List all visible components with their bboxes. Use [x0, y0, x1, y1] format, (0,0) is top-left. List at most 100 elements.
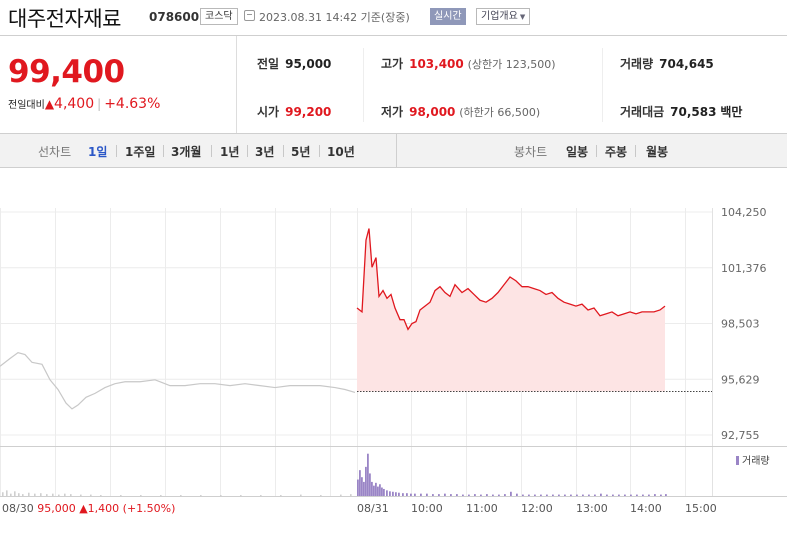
stock-code: 078600 — [149, 10, 200, 24]
volume-bar — [70, 494, 72, 496]
volume-bar — [280, 495, 282, 496]
divider — [602, 48, 603, 122]
prev-day-close: 95,000 — [37, 502, 79, 515]
volume-bar — [414, 493, 416, 496]
stat-value: 95,000 — [285, 57, 332, 71]
candle-chart-button[interactable]: 봉차트 — [514, 145, 548, 159]
chart-plot — [0, 228, 712, 410]
quote-datetime: 2023.08.31 14:42 기준(장중) — [259, 11, 410, 24]
line-chart-button[interactable]: 선차트 — [38, 145, 72, 159]
stat-open: 시가 99,200 — [257, 103, 331, 120]
divider — [635, 145, 636, 157]
prev-day-change-pct: (+1.50%) — [123, 502, 176, 515]
divider — [236, 36, 237, 133]
volume-bar — [444, 493, 446, 496]
volume-bar — [564, 494, 566, 496]
volume-bar — [357, 479, 359, 496]
prev-day-change: 1,400 — [88, 502, 123, 515]
company-overview-button[interactable]: 기업개요 ▼ — [476, 8, 531, 25]
volume-bar — [660, 494, 662, 496]
volume-bar — [528, 494, 530, 496]
period-5y[interactable]: 5년 — [291, 145, 311, 159]
y-tick-label: 101,376 — [721, 262, 767, 275]
stat-label: 거래량 — [620, 57, 654, 71]
divider — [596, 145, 597, 157]
x-tick-label: 11:00 — [466, 502, 498, 515]
stock-header: 대주전자재료 078600 코스닥 2023.08.31 14:42 기준(장중… — [0, 0, 787, 36]
period-1d[interactable]: 1일 — [88, 145, 108, 159]
period-1w[interactable]: 1주일 — [125, 145, 156, 159]
stat-label: 저가 — [381, 105, 404, 119]
y-tick-label: 104,250 — [721, 206, 767, 219]
volume-bar — [22, 494, 24, 496]
volume-bar — [379, 484, 381, 496]
volume-bar — [80, 494, 82, 496]
x-tick-label: 15:00 — [685, 502, 717, 515]
volume-bar — [386, 490, 388, 496]
divider — [211, 145, 212, 157]
up-triangle-icon: ▲ — [79, 502, 88, 515]
volume-bar — [546, 494, 548, 496]
volume-bar — [359, 470, 361, 496]
volume-bar — [10, 493, 12, 496]
volume-bar — [486, 494, 488, 496]
volume-bar — [320, 495, 322, 496]
volume-bar — [240, 495, 242, 496]
volume-bar — [576, 494, 578, 496]
period-10y[interactable]: 10년 — [327, 145, 355, 159]
volume-bar — [456, 494, 458, 496]
stat-value: 99,200 — [285, 105, 332, 119]
y-tick-label: 95,629 — [721, 373, 760, 386]
market-badge: 코스닥 — [200, 8, 238, 25]
stat-label: 고가 — [381, 57, 404, 71]
volume-bar — [2, 492, 4, 496]
chart-labels: 104,250 101,376 98,503 95,629 92,755 거래량 08/31… — [2, 206, 770, 515]
volume-bar — [594, 494, 596, 496]
price-chart[interactable]: 104,250 101,376 98,503 95,629 92,755 거래량 08/31… — [0, 169, 787, 540]
prev-day-line — [0, 351, 356, 410]
stat-value: 704,645 — [659, 57, 714, 71]
period-3m[interactable]: 3개월 — [171, 145, 202, 159]
stat-low: 저가 98,000 (하한가 66,500) — [381, 103, 540, 120]
stat-label: 전일 — [257, 57, 280, 71]
volume-bar — [558, 494, 560, 496]
price-chart-svg: 104,250 101,376 98,503 95,629 92,755 거래량 08/31… — [0, 206, 787, 515]
divider — [283, 145, 284, 157]
volume-bar — [398, 492, 400, 496]
divider — [363, 48, 364, 122]
volume-bar — [220, 495, 222, 496]
x-tick-label: 14:00 — [630, 502, 662, 515]
volume-bar — [389, 491, 391, 496]
period-1y[interactable]: 1년 — [220, 145, 240, 159]
volume-bar — [606, 494, 608, 496]
volume-bar — [600, 493, 602, 496]
stat-volume: 거래량 704,645 — [620, 55, 714, 72]
stat-value: 98,000 — [409, 105, 456, 119]
volume-bar — [654, 494, 656, 496]
volume-bar — [450, 494, 452, 496]
volume-bar — [612, 494, 614, 496]
stat-label: 거래대금 — [620, 105, 665, 119]
candle-daily[interactable]: 일봉 — [566, 145, 589, 159]
volume-bar — [180, 495, 182, 496]
stat-value: 103,400 — [409, 57, 464, 71]
up-triangle-icon: ▲ — [44, 97, 55, 111]
candle-weekly[interactable]: 주봉 — [605, 145, 628, 159]
period-3y[interactable]: 3년 — [255, 145, 275, 159]
volume-bar — [361, 477, 363, 496]
stock-name: 대주전자재료 — [8, 7, 121, 31]
volume-bar — [34, 493, 36, 496]
volume-bar — [367, 453, 369, 496]
volume-bar — [534, 494, 536, 496]
candle-monthly[interactable]: 월봉 — [646, 145, 669, 159]
realtime-button[interactable]: 실시간 — [430, 8, 466, 25]
volume-bar — [369, 473, 371, 496]
volume-bars — [2, 453, 667, 496]
volume-bar — [52, 493, 54, 496]
volume-bar — [474, 494, 476, 496]
x-tick-label: 08/31 — [357, 502, 389, 515]
company-overview-label: 기업개요 — [481, 11, 518, 22]
volume-bar — [371, 481, 373, 496]
volume-bar — [300, 494, 302, 496]
x-tick-label: 12:00 — [521, 502, 553, 515]
